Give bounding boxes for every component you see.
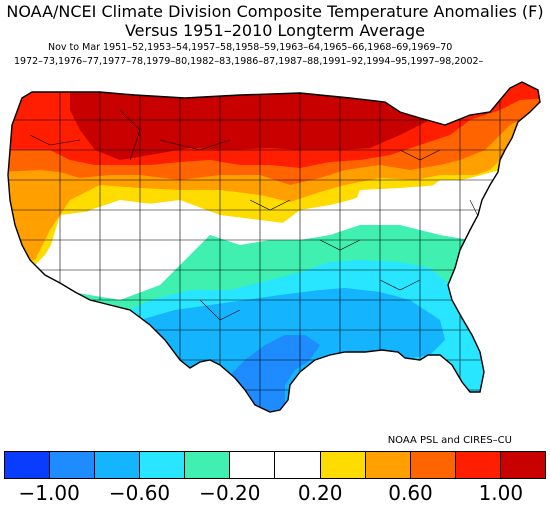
colorbar-tick-label: −0.20	[199, 481, 261, 505]
credit-label: NOAA PSL and CIRES–CU	[387, 435, 512, 446]
colorbar-box	[140, 452, 186, 478]
colorbar-box	[500, 452, 545, 478]
composite-years-line-2: 1972–73,1976–77,1977–78,1979–80,1982–83,…	[14, 56, 484, 67]
colorbar-box	[230, 452, 276, 478]
colorbar-tick-label: 0.60	[388, 481, 433, 505]
region-lightblue	[8, 288, 445, 412]
colorbar-tick-label: −0.60	[108, 481, 171, 505]
colorbar-tick-label: 0.20	[297, 481, 343, 505]
colorbar-box	[410, 452, 456, 478]
colorbar	[4, 451, 546, 479]
colorbar-tick-label: 1.00	[478, 481, 524, 505]
colorbar-box	[455, 452, 501, 478]
colorbar-box	[185, 452, 231, 478]
colorbar-ticks: −1.00 −0.60 −0.20 0.20 0.60 1.00	[4, 482, 546, 506]
composite-years-line-1: Nov to Mar 1951–52,1953–54,1957–58,1958–…	[48, 42, 453, 53]
colorbar-box	[95, 452, 141, 478]
climate-division-borders	[8, 90, 540, 410]
colorbar-box	[5, 452, 51, 478]
title-line-2: Versus 1951–2010 Longterm Average	[124, 21, 426, 40]
colorbar-box	[365, 452, 411, 478]
colorbar-box	[275, 452, 321, 478]
anomaly-regions	[8, 82, 540, 412]
colorbar-box	[50, 452, 96, 478]
colorbar-tick-label: −1.00	[18, 481, 80, 505]
colorbar-box	[320, 452, 366, 478]
title-line-1: NOAA/NCEI Climate Division Composite Tem…	[6, 2, 544, 21]
region-white-utah-colorado	[45, 200, 330, 295]
us-climate-division-map	[7, 81, 541, 413]
